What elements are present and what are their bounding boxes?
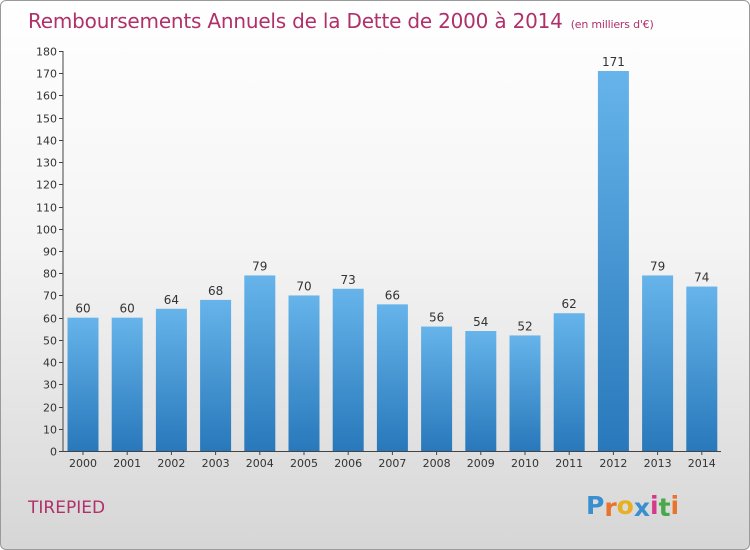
bar [642, 275, 674, 451]
bar [465, 331, 497, 451]
bar [597, 71, 629, 451]
x-tick-label: 2010 [511, 457, 539, 470]
y-tick-label: 140 [36, 135, 57, 148]
x-tick-label: 2003 [202, 457, 230, 470]
y-tick-label: 90 [43, 246, 57, 259]
x-tick-label: 2011 [555, 457, 583, 470]
bar-value-label: 171 [602, 55, 625, 69]
y-tick-label: 110 [36, 202, 57, 215]
bar [686, 286, 718, 451]
x-tick-label: 2013 [644, 457, 672, 470]
x-tick-label: 2009 [467, 457, 495, 470]
bar-value-label: 74 [694, 271, 709, 285]
bar [421, 326, 453, 451]
logo-letter: r [604, 493, 617, 522]
logo-letter: P [586, 491, 605, 520]
chart-title-text: Remboursements Annuels de la Dette de 20… [28, 9, 563, 33]
bar [553, 313, 585, 451]
bar-value-label: 60 [75, 302, 90, 316]
y-tick-label: 30 [43, 379, 57, 392]
y-tick-label: 100 [36, 224, 57, 237]
bar-value-label: 64 [164, 293, 179, 307]
y-tick-label: 20 [43, 402, 57, 415]
x-tick-label: 2000 [69, 457, 97, 470]
y-tick-label: 0 [50, 446, 57, 459]
bar-value-label: 52 [517, 319, 532, 333]
logo-letter: o [616, 491, 634, 520]
x-tick-label: 2008 [423, 457, 451, 470]
y-tick-label: 130 [36, 157, 57, 170]
x-tick-label: 2002 [157, 457, 185, 470]
bar-value-label: 70 [296, 279, 311, 293]
y-tick-label: 160 [36, 90, 57, 103]
bar-value-label: 66 [385, 288, 400, 302]
commune-name: TIREPIED [28, 498, 106, 518]
logo-letter: i [670, 491, 680, 520]
bar-value-label: 60 [120, 302, 135, 316]
chart-title: Remboursements Annuels de la Dette de 20… [28, 9, 654, 33]
logo-letter: i [650, 491, 659, 520]
y-tick-label: 80 [43, 268, 57, 281]
y-tick-label: 40 [43, 357, 57, 370]
bar-value-label: 56 [429, 311, 444, 325]
x-tick-label: 2005 [290, 457, 318, 470]
bar [111, 317, 143, 451]
bar-value-label: 79 [650, 259, 665, 273]
bar [67, 317, 99, 451]
bar [200, 299, 232, 451]
y-tick-label: 120 [36, 179, 57, 192]
bar-value-label: 68 [208, 284, 223, 298]
chart-unit: (en milliers d'€) [570, 18, 654, 31]
logo-letter: t [658, 493, 671, 522]
bar [155, 308, 187, 451]
x-tick-label: 2007 [378, 457, 406, 470]
bar-value-label: 54 [473, 315, 488, 329]
logo-letter: x [633, 493, 650, 522]
proxiti-logo[interactable]: Proxiti [586, 491, 680, 522]
y-tick-label: 180 [36, 46, 57, 59]
x-tick-label: 2014 [688, 457, 716, 470]
bar [509, 335, 541, 451]
bar-value-label: 79 [252, 259, 267, 273]
y-tick-label: 170 [36, 68, 57, 81]
bar [332, 288, 364, 451]
x-tick-label: 2001 [113, 457, 141, 470]
bar [288, 295, 320, 451]
bar-value-label: 62 [562, 297, 577, 311]
y-tick-label: 70 [43, 290, 57, 303]
x-tick-label: 2004 [246, 457, 274, 470]
bar [376, 304, 408, 451]
x-tick-label: 2006 [334, 457, 362, 470]
y-tick-label: 10 [43, 424, 57, 437]
bar [244, 275, 276, 451]
x-tick-label: 2012 [599, 457, 627, 470]
y-tick-label: 50 [43, 335, 57, 348]
y-tick-label: 60 [43, 313, 57, 326]
y-tick-label: 150 [36, 113, 57, 126]
bar-value-label: 73 [341, 273, 356, 287]
